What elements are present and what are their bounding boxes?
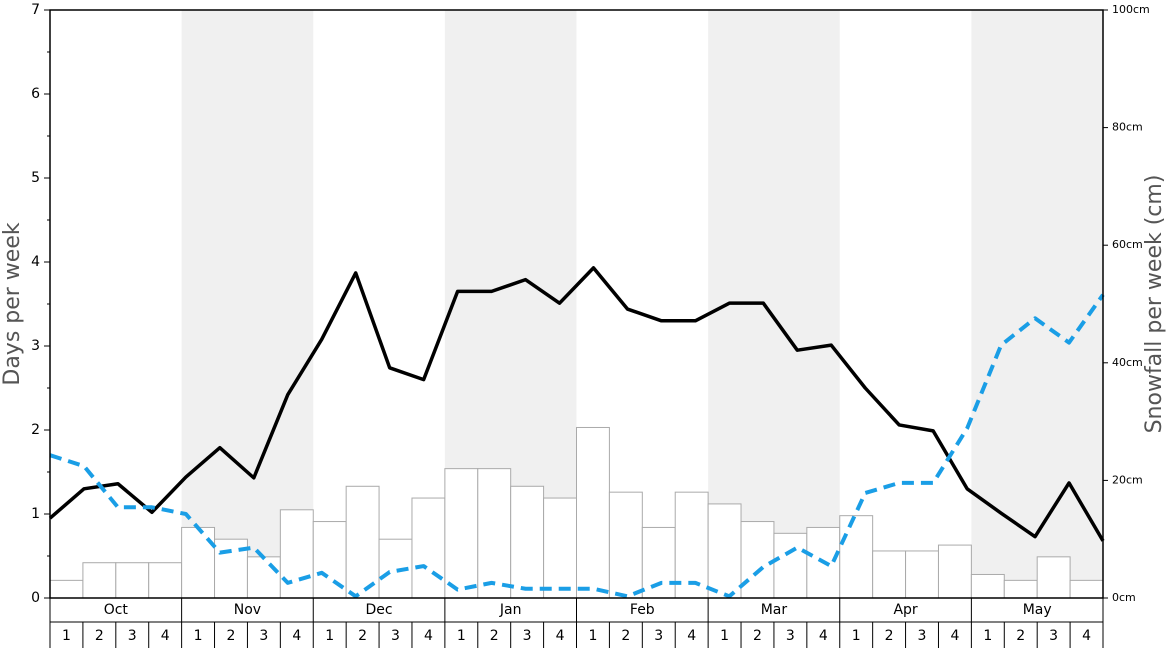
x-tick-label: 1: [457, 628, 466, 644]
x-tick-label: 3: [786, 628, 795, 644]
x-tick-label: 3: [259, 628, 268, 644]
y2-tick-label: 60cm: [1112, 238, 1143, 251]
x-tick-label: 1: [720, 628, 729, 644]
bar: [477, 468, 512, 599]
month-label: May: [1023, 602, 1052, 618]
bar: [839, 515, 874, 599]
x-tick-label: 3: [523, 628, 532, 644]
x-tick-label: 1: [852, 628, 861, 644]
bar: [937, 544, 972, 599]
x-tick-label: 2: [1016, 628, 1025, 644]
bar: [82, 562, 117, 599]
x-tick-label: 1: [325, 628, 334, 644]
bar: [543, 497, 577, 599]
x-tick-label: 2: [95, 628, 104, 644]
x-tick-label: 2: [358, 628, 367, 644]
bar: [444, 468, 479, 599]
month-label: Dec: [366, 602, 393, 618]
x-tick-label: 2: [753, 628, 762, 644]
dashed-line: [49, 293, 1105, 599]
bar: [905, 550, 939, 599]
month-label: Oct: [104, 602, 129, 618]
x-tick-label: 3: [654, 628, 663, 644]
y2-tick-label: 100cm: [1112, 3, 1150, 16]
month-label: Mar: [761, 602, 788, 618]
y2-tick-label: 80cm: [1112, 121, 1143, 134]
x-tick-label: 1: [194, 628, 203, 644]
bar: [576, 426, 610, 599]
x-tick-label: 2: [621, 628, 630, 644]
bar: [345, 485, 380, 599]
month-label: Jan: [499, 602, 522, 618]
month-label: Nov: [234, 602, 261, 618]
x-tick-label: 4: [161, 628, 170, 644]
y-tick-label: 5: [31, 170, 40, 186]
bar: [641, 526, 676, 599]
x-tick-label: 3: [918, 628, 927, 644]
bar: [740, 521, 775, 599]
x-tick-label: 4: [1082, 628, 1091, 644]
bar: [1069, 579, 1104, 599]
x-tick-label: 3: [1049, 628, 1058, 644]
x-tick-label: 1: [62, 628, 71, 644]
x-tick-label: 2: [490, 628, 499, 644]
x-tick-label: 2: [885, 628, 894, 644]
x-tick-label: 4: [292, 628, 301, 644]
bar: [608, 491, 643, 599]
bar: [970, 573, 1005, 599]
x-tick-label: 4: [424, 628, 433, 644]
bar: [279, 509, 314, 599]
bar: [148, 562, 183, 599]
y-tick-label: 1: [31, 506, 40, 522]
bar: [115, 562, 150, 599]
bar: [246, 556, 281, 599]
x-tick-label: 3: [128, 628, 137, 644]
x-tick-label: 1: [588, 628, 597, 644]
y-axis-label: Days per week: [0, 222, 25, 385]
y2-tick-label: 20cm: [1112, 473, 1143, 486]
x-tick-label: 1: [983, 628, 992, 644]
bar: [1036, 556, 1071, 599]
y-tick-label: 2: [31, 422, 40, 438]
y-tick-label: 3: [31, 338, 40, 354]
bar: [707, 503, 742, 599]
y2-tick-label: 0cm: [1112, 591, 1136, 604]
y2-axis-label: Snowfall per week (cm): [1142, 175, 1167, 434]
bar: [510, 485, 545, 599]
line: [48, 266, 1105, 542]
bar: [411, 497, 446, 599]
y-tick-label: 6: [31, 86, 40, 102]
x-tick-label: 4: [950, 628, 959, 644]
month-label: Apr: [893, 602, 917, 618]
x-tick-label: 3: [391, 628, 400, 644]
month-label: Feb: [630, 602, 655, 618]
bar: [773, 532, 808, 599]
x-tick-label: 4: [819, 628, 828, 644]
y-tick-label: 4: [31, 254, 40, 270]
y-tick-label: 7: [31, 2, 40, 18]
bar: [1003, 579, 1038, 599]
month-shade: [181, 10, 314, 598]
x-tick-label: 2: [227, 628, 236, 644]
x-tick-label: 4: [556, 628, 565, 644]
x-tick-label: 4: [687, 628, 696, 644]
bar: [49, 579, 84, 599]
y2-tick-label: 40cm: [1112, 356, 1143, 369]
bar: [872, 550, 907, 599]
y-tick-label: 0: [31, 590, 40, 606]
